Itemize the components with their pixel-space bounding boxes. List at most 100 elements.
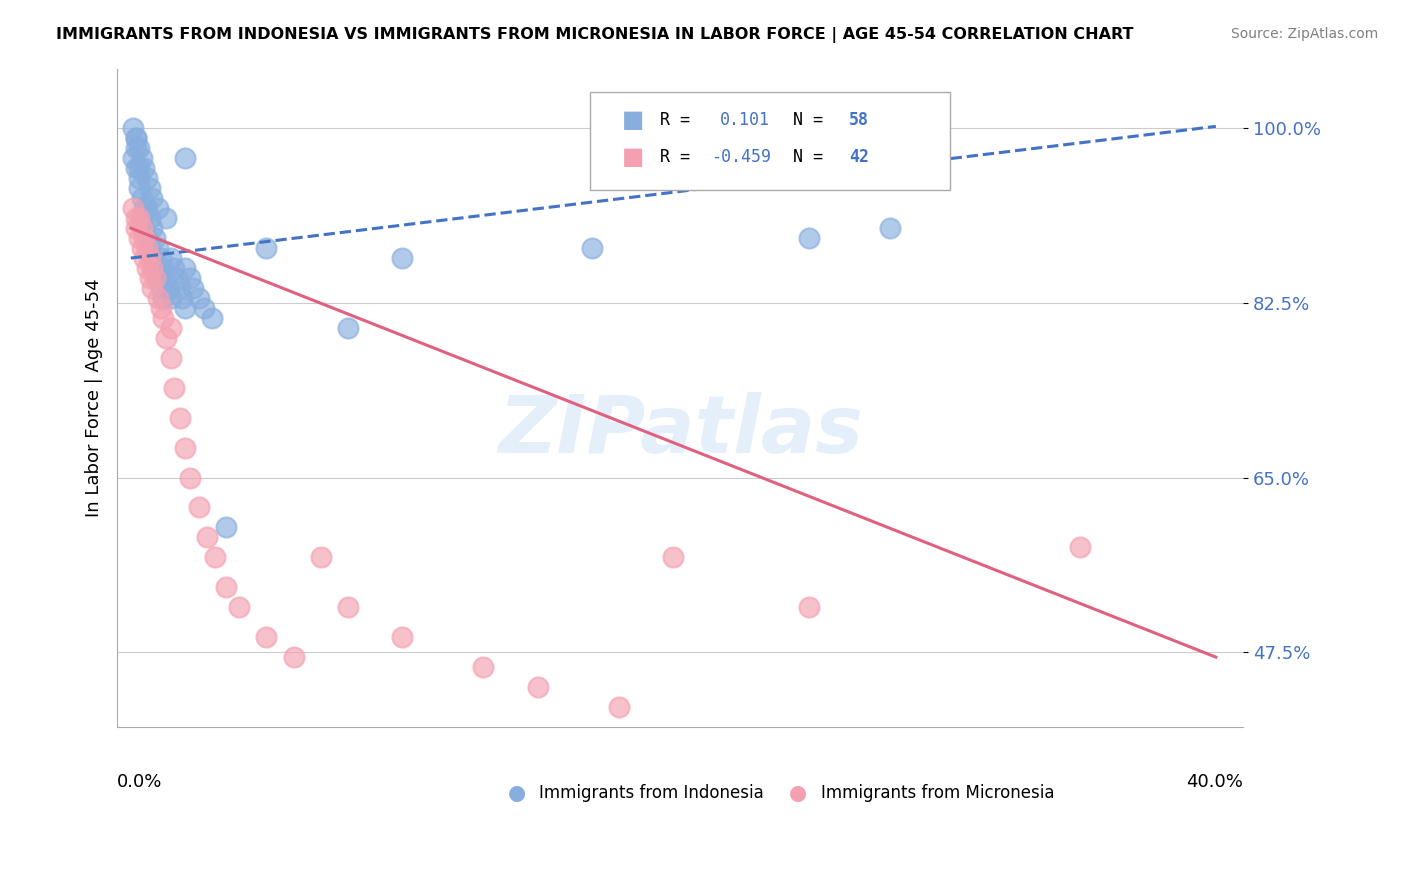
Point [128,211,150,226]
Text: ■: ■ [621,108,644,132]
Point [179,271,201,285]
Point [122,151,145,165]
Point [309,550,332,565]
Point [152,310,174,325]
Point [662,550,685,565]
Text: 40.0%: 40.0% [1187,773,1243,791]
FancyBboxPatch shape [591,92,950,190]
Point [146,201,169,215]
Text: -0.459: -0.459 [711,148,772,167]
Point [581,241,603,255]
Point [125,221,148,235]
Point [139,251,162,265]
Point [169,410,191,425]
Point [139,241,162,255]
Point [152,291,174,305]
Point [166,271,188,285]
Point [204,550,226,565]
Point [1069,541,1091,555]
Text: ■: ■ [621,145,644,169]
Point [136,261,159,276]
Text: ●: ● [789,783,807,803]
Point [157,281,180,295]
Point [128,171,150,186]
Point [193,301,215,315]
Point [169,281,191,295]
Text: IMMIGRANTS FROM INDONESIA VS IMMIGRANTS FROM MICRONESIA IN LABOR FORCE | AGE 45-: IMMIGRANTS FROM INDONESIA VS IMMIGRANTS … [56,27,1133,43]
Point [391,251,413,265]
Point [141,191,163,205]
Point [155,331,177,345]
Text: N =: N = [793,148,832,167]
Point [141,221,163,235]
Text: Immigrants from Indonesia: Immigrants from Indonesia [540,784,763,802]
Point [136,171,159,186]
Point [131,241,153,255]
Point [134,161,156,176]
Text: 0.0%: 0.0% [117,773,163,791]
Point [160,251,183,265]
Point [136,201,159,215]
Text: 0.101: 0.101 [720,111,769,128]
Point [607,700,630,714]
Point [283,650,305,665]
Point [131,151,153,165]
Point [141,281,163,295]
Point [125,131,148,145]
Point [201,310,224,325]
Point [336,600,359,615]
Point [143,261,166,276]
Point [179,470,201,484]
Point [146,241,169,255]
Text: R =: R = [659,148,700,167]
Text: ZIPatlas: ZIPatlas [498,392,863,470]
Point [125,141,148,155]
Point [797,231,820,245]
Text: R =: R = [659,111,700,128]
Point [131,191,153,205]
Point [174,261,197,276]
Point [134,251,156,265]
Point [187,500,209,515]
Point [136,241,159,255]
Point [187,291,209,305]
Point [160,351,183,365]
Point [125,161,148,176]
Point [134,231,156,245]
Point [149,301,172,315]
Point [391,630,413,644]
Text: Immigrants from Micronesia: Immigrants from Micronesia [821,784,1054,802]
Text: N =: N = [793,111,832,128]
Text: ●: ● [508,783,526,803]
Point [155,211,177,226]
Point [143,231,166,245]
Point [128,181,150,195]
Point [128,161,150,176]
Point [181,281,204,295]
Point [336,321,359,335]
Point [146,271,169,285]
Point [254,241,277,255]
Point [134,221,156,235]
Point [215,520,238,534]
Point [122,201,145,215]
Point [131,211,153,226]
Point [134,201,156,215]
Point [172,291,194,305]
Y-axis label: In Labor Force | Age 45-54: In Labor Force | Age 45-54 [86,278,103,517]
Point [125,211,148,226]
Point [131,221,153,235]
Point [215,580,238,594]
Point [195,530,218,544]
Point [136,231,159,245]
Point [254,630,277,644]
Point [228,600,250,615]
Text: Source: ZipAtlas.com: Source: ZipAtlas.com [1230,27,1378,41]
Point [174,441,197,455]
Point [125,131,148,145]
Point [128,231,150,245]
Point [174,151,197,165]
Point [122,121,145,136]
Point [141,261,163,276]
Point [139,271,162,285]
